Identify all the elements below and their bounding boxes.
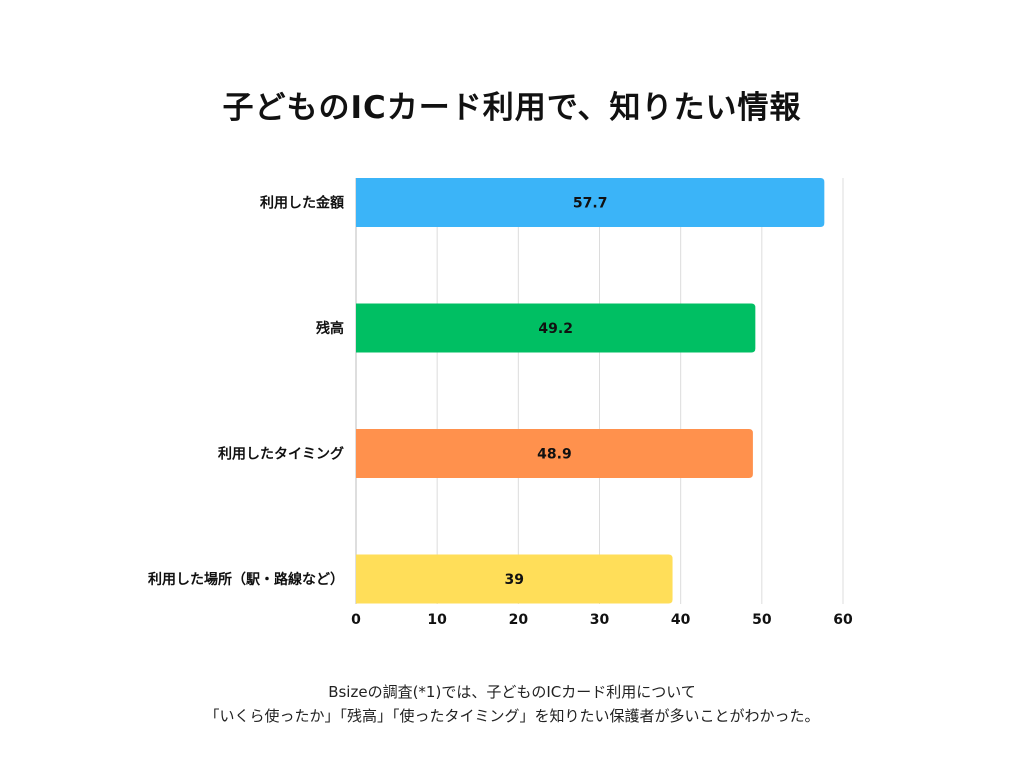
x-tick-label: 60: [833, 612, 853, 628]
caption-line-2: 「いくら使ったか」「残高」「使ったタイミング」を知りたい保護者が多いことがわかっ…: [204, 707, 820, 725]
category-label: 利用した金額: [260, 195, 344, 212]
category-label: 残高: [316, 320, 344, 337]
data-label: 48.9: [537, 447, 572, 463]
x-tick-label: 30: [590, 612, 610, 628]
x-tick-label: 50: [752, 612, 772, 628]
bar: [356, 554, 673, 604]
x-tick-label: 0: [351, 612, 361, 628]
category-label: 利用したタイミング: [218, 446, 344, 463]
caption: Bsizeの調査(*1)では、子どものICカード利用について 「いくら使ったか」…: [0, 680, 1024, 728]
x-tick-label: 10: [427, 612, 447, 628]
bar: [356, 303, 756, 353]
caption-line-1: Bsizeの調査(*1)では、子どものICカード利用について: [328, 683, 696, 701]
bar: [356, 178, 825, 227]
bar: [356, 429, 753, 478]
x-tick-label: 40: [671, 612, 691, 628]
x-tick-label: 20: [509, 612, 529, 628]
chart-title: 子どものICカード利用で、知りたい情報: [222, 90, 802, 126]
data-label: 49.2: [538, 321, 573, 337]
data-label: 39: [505, 572, 524, 588]
category-label: 利用した場所（駅・路線など）: [148, 571, 344, 588]
data-label: 57.7: [573, 196, 608, 212]
